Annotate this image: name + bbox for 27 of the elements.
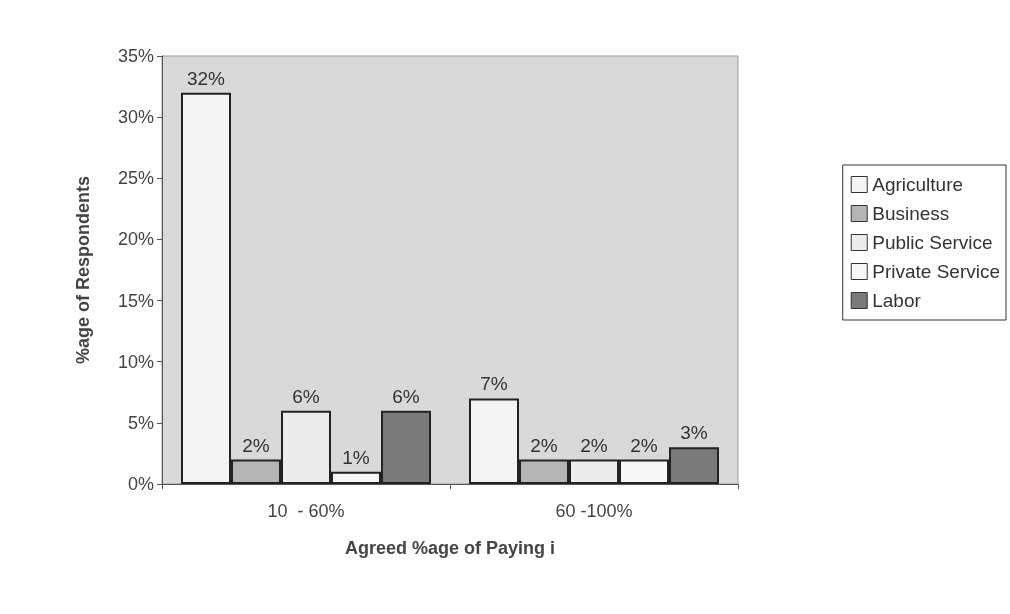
y-tick-label: 0%	[127, 474, 154, 494]
x-axis-title: Agreed %age of Paying i	[344, 538, 556, 558]
y-tick-label: 25%	[117, 168, 154, 189]
data-label: 32%	[186, 67, 226, 89]
y-tick-label: 20%	[117, 229, 154, 250]
data-label: 7%	[480, 373, 508, 395]
data-label: 2%	[630, 434, 658, 456]
x-tick-label: 60 -100%	[555, 501, 633, 521]
data-label: 1%	[342, 446, 370, 468]
legend-label: Public Service	[872, 232, 993, 253]
data-label: 6%	[392, 385, 420, 407]
legend-label: Private Service	[872, 261, 1001, 282]
data-label: 6%	[292, 385, 320, 407]
y-tick-label: 35%	[117, 46, 154, 66]
y-tick-label: 30%	[117, 107, 154, 128]
y-axis-title: %age of Respondents	[73, 175, 93, 365]
data-label: 2%	[242, 434, 270, 456]
y-tick-label: 10%	[117, 351, 154, 372]
legend-label: Agriculture	[872, 174, 964, 195]
data-label: 2%	[530, 434, 558, 456]
y-tick-label: 5%	[127, 412, 154, 433]
data-label: 2%	[580, 434, 608, 456]
legend-label: Labor	[872, 290, 922, 311]
legend-label: Business	[872, 203, 950, 224]
data-label: 3%	[680, 422, 708, 444]
y-tick-label: 15%	[117, 290, 154, 311]
x-tick-label: 10 - 60%	[267, 501, 345, 521]
